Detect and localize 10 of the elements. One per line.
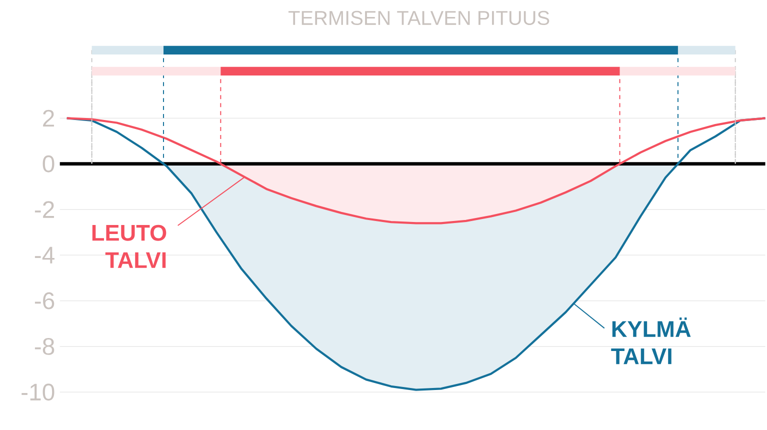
y-tick-label: -10 <box>22 384 54 401</box>
y-tick-label: -6 <box>34 292 54 310</box>
text: LEUTO TALVI <box>92 224 166 268</box>
y-tick-label: -4 <box>34 246 54 264</box>
y-tick-label: 2 <box>43 110 54 127</box>
series-label: KYLMÄ TALVI <box>611 317 691 364</box>
y-tick-label: -2 <box>34 201 54 218</box>
chart-title: TERMISEN TALVEN PITUUS <box>288 10 550 26</box>
y-tick-label: 0 <box>42 155 54 172</box>
y-tick-label: -8 <box>34 338 54 355</box>
